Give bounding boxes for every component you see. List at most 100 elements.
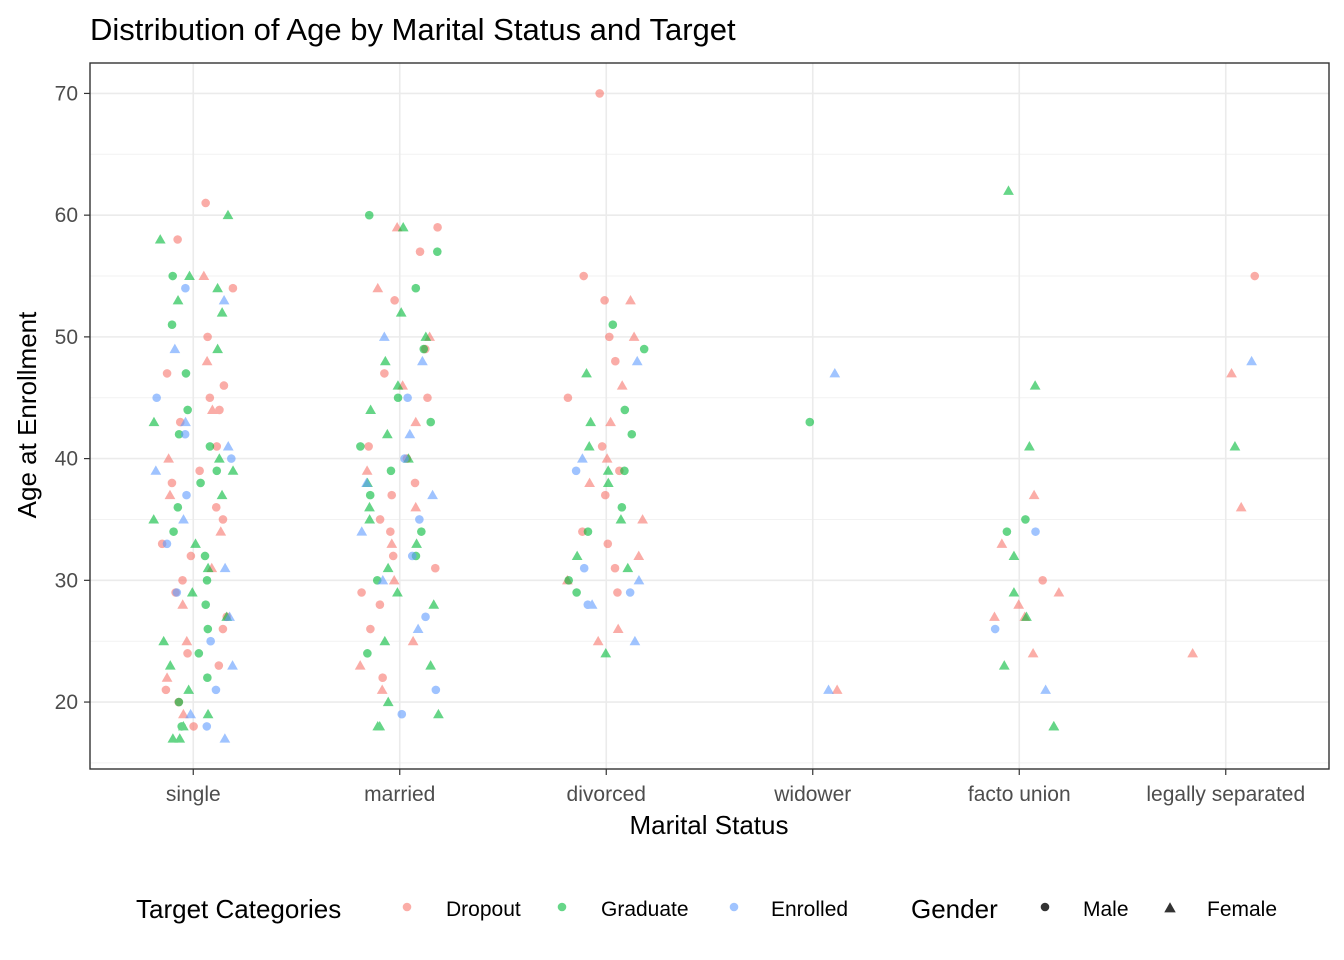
data-point [403,393,412,403]
data-point [1021,515,1030,524]
data-point [174,733,186,743]
data-point [622,562,634,573]
data-point [411,283,421,293]
data-point [218,294,230,305]
data-point [168,271,178,281]
data-point [379,355,391,366]
plot-panel [90,63,1329,769]
chart-title: Distribution of Age by Marital Status an… [90,12,736,47]
data-point [211,502,221,512]
data-point [164,660,176,670]
data-point [410,416,422,427]
data-point [211,685,221,695]
data-point [423,393,432,403]
data-point [410,478,420,488]
data-point [382,562,394,573]
x-tick-label: single [166,783,221,806]
y-tick-label: 70 [55,82,78,105]
y-tick-label: 50 [55,326,78,349]
data-point [1226,368,1237,378]
series-enrolled [150,283,1257,743]
data-point [222,209,234,220]
data-point [431,685,441,695]
data-point [571,550,583,561]
y-tick-label: 20 [55,691,78,714]
data-point [563,393,573,403]
data-point [378,331,390,341]
data-point [364,514,376,524]
data-point [404,428,416,439]
data-point [206,636,215,646]
legend-label-graduate: Graduate [601,898,689,921]
data-point [611,356,620,366]
data-point [167,478,177,488]
data-point [620,466,629,476]
y-tick-label: 60 [55,204,78,227]
data-point [214,661,224,670]
data-point [627,429,637,439]
data-point [390,296,399,305]
data-point [177,721,189,731]
data-point [201,198,210,208]
data-point [174,429,184,439]
data-point [212,442,222,451]
data-point [427,489,438,500]
data-point [364,442,373,451]
data-point [602,465,614,475]
data-point [178,708,189,719]
data-point [1053,587,1065,597]
data-point [202,576,212,585]
data-point [182,490,191,500]
data-point [392,587,403,597]
data-point [386,527,395,536]
data-point [381,428,393,439]
x-tick-label: widower [773,783,851,806]
data-point [428,599,440,609]
data-point [198,270,210,281]
data-point [202,708,214,719]
data-point [1029,380,1041,390]
data-point [194,649,204,658]
data-point [212,282,223,293]
data-point [579,563,589,573]
data-point [603,539,613,549]
data-point [379,635,391,646]
data-point [183,649,192,658]
data-point [600,296,609,305]
data-point [173,502,183,512]
data-point [227,454,236,463]
series-graduate [148,185,1241,743]
data-point [375,515,385,524]
data-point [172,294,184,305]
data-point [163,453,175,463]
data-point [154,234,166,244]
data-point [996,538,1008,548]
data-point [356,442,365,451]
data-point [364,210,374,220]
data-point [184,270,195,281]
data-point [377,574,389,585]
data-point [420,331,432,341]
data-point [612,623,624,634]
data-point [364,501,375,512]
data-point [167,733,179,743]
data-point [375,600,385,609]
data-point [366,624,375,634]
data-point [1187,647,1199,658]
data-point [410,501,422,512]
grid-lines [90,63,1329,769]
data-point [433,223,442,232]
data-point [620,405,630,415]
data-point [215,405,224,415]
data-point [215,526,227,536]
legend-label-female: Female [1207,898,1277,921]
data-point [592,635,604,646]
data-point [354,660,366,670]
shape-legend-title: Gender [911,894,998,924]
x-tick-label: married [364,783,435,806]
data-point [372,282,384,293]
data-point [219,562,231,573]
data-point [201,355,213,366]
data-point [412,623,424,634]
data-point [1027,647,1039,658]
